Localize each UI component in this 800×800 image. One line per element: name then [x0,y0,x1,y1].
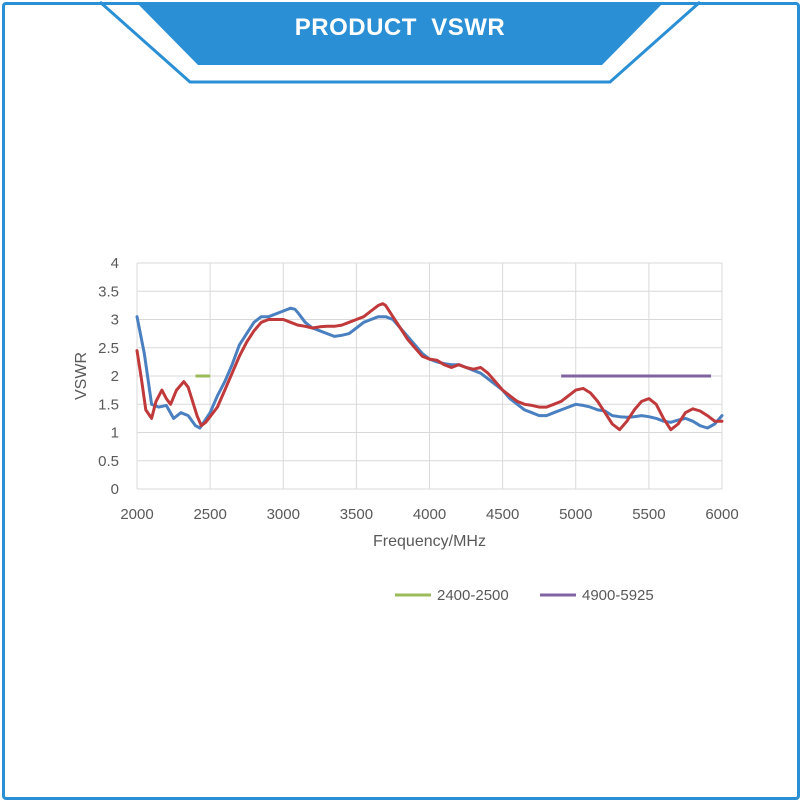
y-tick-label: 0 [111,481,119,498]
x-tick-label: 2500 [193,506,226,523]
legend-label: 2400-2500 [437,587,509,604]
x-tick-label: 3000 [267,506,300,523]
x-tick-label: 2000 [120,506,153,523]
tick-labels: 0 0.5 1 1.5 2 2.5 3 3.5 4 2000 2500 3000 3500 4000 450… [98,255,739,523]
y-tick-label: 2.5 [98,340,119,357]
y-tick-label: 2 [111,368,119,385]
banner-outline [99,0,701,84]
y-tick-label: 3 [111,312,119,329]
x-tick-label: 5000 [559,506,592,523]
x-tick-label: 3500 [340,506,373,523]
x-tick-label: 4000 [413,506,446,523]
series-line-2 [135,302,724,432]
x-tick-label: 5500 [632,506,665,523]
banner [99,0,701,84]
y-tick-label: 4 [111,255,119,272]
banner-fill [136,2,664,65]
y-axis-title: VSWR [73,352,90,400]
x-tick-label: 4500 [486,506,519,523]
legend: 2400-2500 4900-5925 [395,587,654,604]
series-lines [135,302,724,432]
legend-label: 4900-5925 [582,587,654,604]
y-tick-label: 0.5 [98,453,119,470]
y-tick-label: 3.5 [98,283,119,300]
y-tick-label: 1 [111,425,119,442]
grid-layer [136,262,723,490]
y-tick-label: 1.5 [98,396,119,413]
x-axis-title: Frequency/MHz [373,533,486,550]
page-title: PRODUCT VSWR [294,14,506,41]
x-tick-label: 6000 [705,506,738,523]
